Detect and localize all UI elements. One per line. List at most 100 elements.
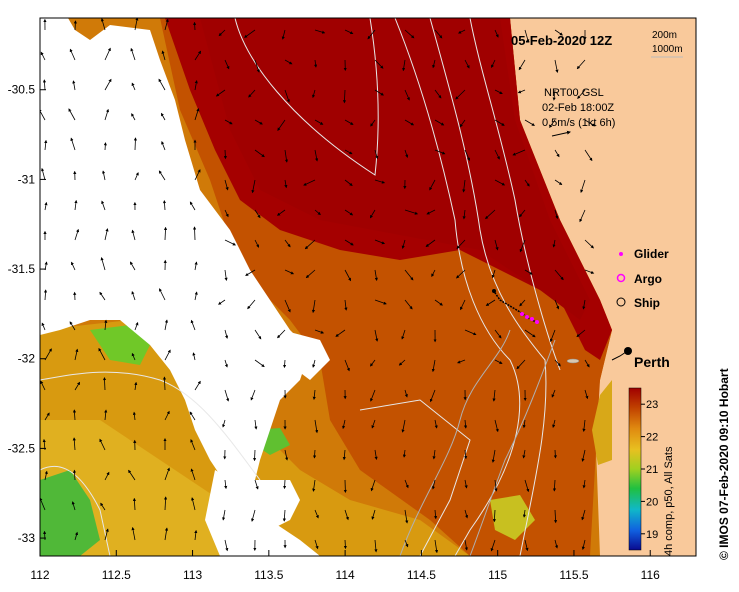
- current-arrow-icon: [367, 29, 376, 40]
- current-arrow-icon: [100, 502, 106, 511]
- current-arrow-icon: [44, 348, 52, 361]
- current-arrow-icon: [431, 269, 436, 278]
- current-arrow-icon: [577, 89, 586, 100]
- current-arrow-icon: [254, 119, 263, 125]
- current-arrow-icon: [254, 479, 259, 490]
- current-arrow-icon: [401, 419, 406, 433]
- current-arrow-icon: [40, 51, 46, 61]
- current-arrow-icon: [247, 299, 256, 310]
- current-arrow-icon: [464, 149, 471, 162]
- current-arrow-icon: [463, 419, 468, 429]
- legend-ship: Ship: [634, 296, 660, 310]
- current-arrow-icon: [370, 479, 376, 492]
- current-arrow-icon: [456, 239, 466, 249]
- x-tick-label: 116: [641, 568, 660, 582]
- current-arrow-icon: [524, 179, 530, 187]
- current-arrow-icon: [104, 108, 110, 121]
- current-arrow-icon: [581, 449, 586, 462]
- current-arrow-icon: [222, 419, 226, 428]
- current-arrow-icon: [161, 50, 166, 61]
- x-tick-label: 114.5: [407, 568, 436, 582]
- colorbar-ticks: 19 20 21 22 23: [641, 399, 658, 541]
- current-arrow-icon: [104, 528, 109, 541]
- current-arrow-icon: [491, 269, 496, 279]
- current-arrow-icon: [224, 269, 228, 281]
- current-arrow-icon: [519, 299, 526, 307]
- current-arrow-icon: [41, 322, 46, 331]
- current-arrow-icon: [164, 410, 170, 421]
- current-arrow-icon: [194, 291, 198, 301]
- current-arrow-icon: [72, 469, 77, 481]
- product-time: 02-Feb 18:00Z: [542, 102, 614, 114]
- current-arrow-icon: [131, 352, 136, 361]
- current-arrow-icon: [104, 409, 108, 421]
- current-arrow-icon: [69, 48, 76, 61]
- current-arrow-icon: [224, 59, 230, 70]
- current-arrow-icon: [254, 329, 262, 340]
- current-arrow-icon: [524, 119, 535, 126]
- current-arrow-icon: [401, 329, 406, 340]
- current-arrow-icon: [74, 381, 81, 391]
- current-arrow-icon: [164, 319, 169, 331]
- current-arrow-icon: [161, 141, 166, 151]
- current-arrow-icon: [485, 299, 496, 306]
- current-arrow-icon: [494, 479, 498, 492]
- current-arrow-icon: [253, 449, 257, 462]
- current-arrow-icon: [312, 89, 316, 99]
- current-arrow-icon: [132, 497, 137, 511]
- current-arrow-icon: [314, 419, 319, 434]
- current-arrow-icon: [374, 179, 386, 184]
- current-arrow-icon: [104, 78, 112, 91]
- current-arrow-icon: [254, 209, 261, 219]
- current-arrow-icon: [71, 501, 76, 511]
- plot-area: [40, 18, 696, 556]
- current-arrow-icon: [492, 389, 496, 402]
- current-arrow-icon: [464, 479, 468, 489]
- current-arrow-icon: [222, 509, 226, 521]
- current-arrow-icon: [133, 137, 137, 151]
- current-arrow-icon: [374, 239, 386, 245]
- current-arrow-icon: [456, 269, 466, 279]
- current-arrow-icon: [72, 437, 76, 451]
- arrow-scale-label: 0.5m/s (1kt 6h): [542, 117, 615, 129]
- current-arrow-icon: [549, 329, 556, 343]
- current-arrow-icon: [581, 539, 586, 550]
- current-arrow-icon: [102, 170, 106, 181]
- current-arrow-icon: [464, 509, 469, 519]
- current-arrow-icon: [464, 449, 468, 460]
- perth-marker: [624, 347, 632, 355]
- current-arrow-icon: [44, 470, 48, 481]
- current-arrow-icon: [553, 449, 557, 459]
- current-arrow-icon: [102, 377, 107, 391]
- current-arrow-icon: [524, 269, 533, 275]
- current-arrow-icon: [131, 526, 136, 541]
- current-arrow-icon: [524, 479, 530, 493]
- current-arrow-icon: [404, 479, 409, 489]
- current-arrow-icon: [374, 59, 384, 69]
- product-label: NRT00 GSL: [544, 87, 604, 99]
- current-arrow-icon: [554, 59, 559, 73]
- current-arrow-icon: [404, 89, 410, 101]
- current-arrow-icon: [73, 20, 77, 31]
- y-tick-label: -31.5: [8, 262, 36, 276]
- current-arrow-icon: [254, 59, 260, 73]
- current-arrow-icon: [494, 359, 503, 364]
- current-arrow-icon: [512, 149, 526, 156]
- current-arrow-icon: [314, 209, 321, 216]
- current-arrow-icon: [44, 201, 48, 211]
- contour-1000m: [234, 18, 379, 176]
- current-arrow-icon: [374, 299, 387, 305]
- x-tick-label: 115: [488, 568, 507, 582]
- current-arrow-icon: [342, 449, 346, 461]
- current-arrow-icon: [344, 119, 354, 125]
- current-arrow-icon: [554, 209, 559, 220]
- depth-legend-200: 200m: [652, 30, 677, 41]
- current-vectors: [40, 18, 596, 554]
- current-arrow-icon: [314, 509, 319, 519]
- current-arrow-icon: [344, 299, 348, 311]
- current-arrow-icon: [312, 359, 316, 368]
- current-arrow-icon: [344, 269, 351, 282]
- current-arrow-icon: [254, 359, 265, 368]
- current-arrow-icon: [370, 119, 376, 127]
- current-arrow-icon: [101, 200, 106, 211]
